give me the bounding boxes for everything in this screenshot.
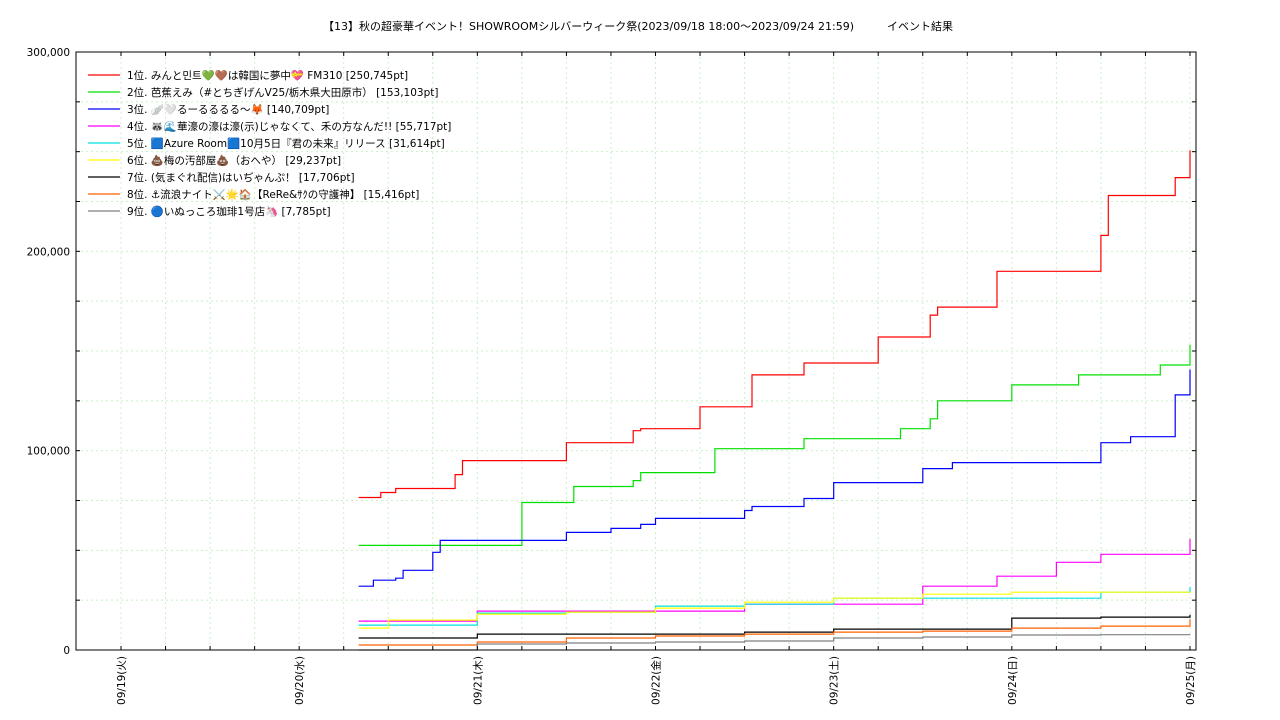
legend-label-8: 8位. ⚓流浪ナイト⚔️🌟🏠【ReRe&ｻｸの守護神】 [15,416pt] bbox=[127, 188, 419, 201]
series-layer bbox=[358, 150, 1191, 651]
grid bbox=[76, 52, 1196, 650]
legend-label-4: 4位. 🦝🌊華濠の濠は濠(示)じゃなくて、禾の方なんだ!! [55,717pt] bbox=[127, 120, 451, 133]
legend-label-1: 1位. みんと민트💚🤎は韓国に夢中💝 FM310 [250,745pt] bbox=[127, 69, 408, 82]
y-tick-label: 0 bbox=[63, 645, 70, 657]
y-tick-label: 100,000 bbox=[27, 446, 70, 458]
x-tick-label: 09/21(木) bbox=[472, 656, 484, 705]
series-line-2 bbox=[358, 344, 1191, 546]
legend-label-6: 6位. 💩梅の汚部屋💩（おへや） [29,237pt] bbox=[127, 154, 341, 167]
axes: 0 100,000 200,000 300,000 09/19(火) 09/20(水) 09… bbox=[27, 47, 1197, 705]
x-tick-label: 09/22(金) bbox=[650, 656, 663, 705]
y-tick-label: 300,000 bbox=[27, 47, 70, 59]
series-line-9 bbox=[358, 634, 1191, 651]
series-line-4 bbox=[358, 538, 1191, 622]
legend: 1位. みんと민트💚🤎は韓国に夢中💝 FM310 [250,745pt] 2位. … bbox=[88, 69, 451, 218]
series-line-7 bbox=[358, 614, 1191, 639]
x-tick-label: 09/24(日) bbox=[1007, 656, 1019, 705]
legend-label-2: 2位. 芭蕉えみ（#とちぎげんV25/栃木県大田原市） [153,103pt] bbox=[127, 86, 438, 99]
legend-label-5: 5位. 🟦Azure Room🟦10月5日『君の未来』リリース [31,614p… bbox=[127, 137, 445, 150]
series-line-8 bbox=[358, 619, 1191, 646]
series-line-1 bbox=[358, 150, 1191, 499]
legend-label-3: 3位. 🪽🤍るーるるるる〜🦊 [140,709pt] bbox=[127, 103, 329, 116]
chart-title: 【13】秋の超豪華イベント！SHOWROOMシルバーウィーク祭(2023/09/… bbox=[323, 19, 953, 33]
y-tick-label: 200,000 bbox=[27, 246, 70, 258]
x-tick-label: 09/20(水) bbox=[294, 656, 306, 705]
series-line-6 bbox=[358, 591, 1191, 629]
x-tick-label: 09/19(火) bbox=[116, 656, 128, 705]
series-line-3 bbox=[358, 369, 1191, 587]
x-tick-label: 09/25(月) bbox=[1185, 656, 1197, 705]
x-tick-label: 09/23(土) bbox=[828, 656, 841, 705]
legend-label-7: 7位. (気まぐれ配信)はいぢゃんぷ！ [17,706pt] bbox=[127, 171, 355, 184]
legend-label-9: 9位. 🔵いぬっころ珈琲1号店🦄 [7,785pt] bbox=[127, 205, 331, 218]
